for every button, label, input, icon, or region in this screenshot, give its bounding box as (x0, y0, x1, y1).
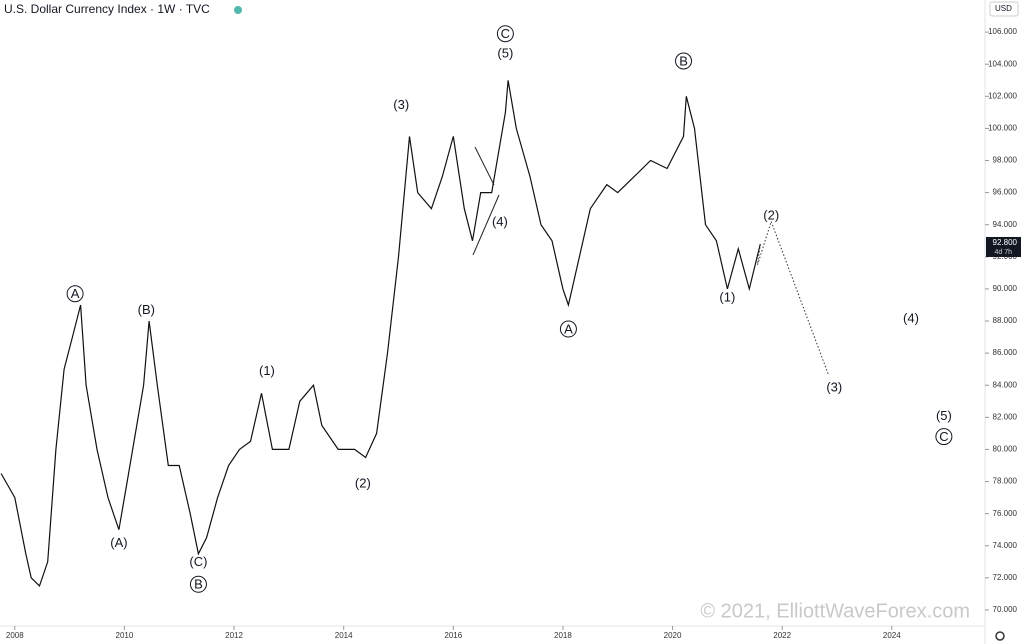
wave-label: (3) (826, 379, 842, 394)
y-tick-label: 76.000 (993, 509, 1018, 518)
x-tick-label: 2014 (335, 631, 353, 640)
y-tick-label: 90.000 (993, 284, 1018, 293)
watermark: © 2021, ElliottWaveForex.com (700, 600, 970, 622)
currency-select[interactable] (989, 1, 1019, 17)
x-tick-label: 2010 (116, 631, 134, 640)
x-tick-label: 2012 (225, 631, 243, 640)
wedge-line (472, 194, 500, 256)
y-tick-label: 82.000 (993, 412, 1018, 421)
chart-title: U.S. Dollar Currency Index · 1W · TVC (4, 2, 210, 16)
x-tick-label: 2018 (554, 631, 572, 640)
wave-circle (189, 575, 207, 593)
wave-circle (66, 285, 84, 303)
y-tick-label: 86.000 (993, 348, 1018, 357)
wave-label: (2) (355, 476, 371, 491)
price-line (0, 80, 761, 587)
wave-label: (4) (903, 310, 919, 325)
y-tick-label: 78.000 (993, 477, 1018, 486)
y-tick-label: 102.000 (988, 91, 1017, 100)
wave-label: C (939, 429, 948, 444)
y-tick-label: 72.000 (993, 573, 1018, 582)
wave-label: B (194, 577, 203, 592)
wave-label: (3) (393, 97, 409, 112)
x-tick-label: 2008 (6, 631, 24, 640)
last-price-badge (986, 236, 1021, 257)
countdown: 4d 7h (994, 249, 1012, 256)
wave-label: (1) (259, 363, 275, 378)
x-tick-label: 2024 (883, 631, 901, 640)
wave-label: (A) (110, 535, 127, 550)
wave-circle (496, 25, 514, 43)
wave-circle (675, 52, 693, 70)
settings-icon[interactable] (995, 631, 1005, 641)
y-tick-label: 104.000 (988, 59, 1017, 68)
status-dot (234, 6, 242, 14)
last-price: 92.800 (993, 238, 1018, 247)
wave-label: (5) (497, 45, 513, 60)
wave-label: (1) (719, 289, 735, 304)
wave-label: A (71, 286, 80, 301)
y-tick-label: 70.000 (993, 605, 1018, 614)
wave-circle (935, 428, 953, 446)
x-tick-label: 2020 (664, 631, 682, 640)
currency-label: USD (995, 4, 1012, 13)
y-tick-label: 106.000 (988, 27, 1017, 36)
wave-label: (2) (763, 208, 779, 223)
wave-label: B (679, 53, 688, 68)
wave-label: (5) (936, 408, 952, 423)
wedge-line (474, 146, 495, 186)
y-tick-label: 96.000 (993, 188, 1018, 197)
x-tick-label: 2022 (773, 631, 791, 640)
wave-label: (C) (189, 554, 207, 569)
y-tick-label: 74.000 (993, 541, 1018, 550)
y-tick-label: 88.000 (993, 316, 1018, 325)
y-tick-label: 100.000 (988, 124, 1017, 133)
x-tick-label: 2016 (444, 631, 462, 640)
wave-label: (B) (138, 302, 155, 317)
wave-label: (4) (492, 214, 508, 229)
y-tick-label: 94.000 (993, 220, 1018, 229)
wave-label: A (564, 321, 573, 336)
wave-label: C (501, 26, 510, 41)
y-tick-label: 80.000 (993, 445, 1018, 454)
y-tick-label: 98.000 (993, 156, 1018, 165)
y-tick-label: 84.000 (993, 380, 1018, 389)
wave-circle (559, 320, 577, 338)
